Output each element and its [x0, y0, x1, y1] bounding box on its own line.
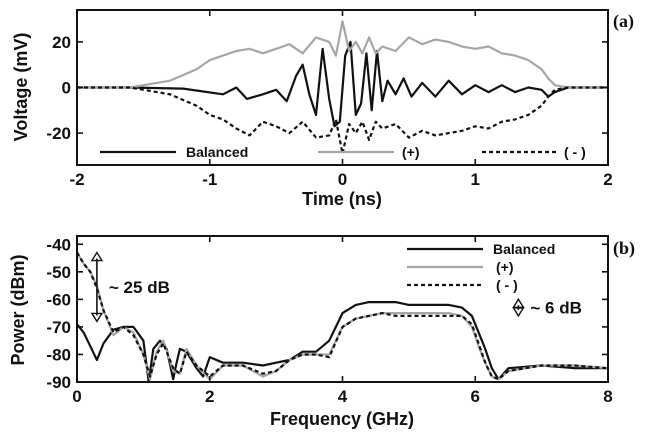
panel-b-label: (b) — [613, 238, 635, 259]
series-line-balanced — [77, 40, 608, 128]
panel-b-series-layer — [76, 251, 609, 384]
x-tick-label: 2 — [603, 170, 612, 189]
panel-a-series-layer — [77, 20, 608, 155]
panel-b-annotations: ~ 25 dB ~ 6 dB — [90, 251, 582, 323]
y-tick-label: -90 — [46, 373, 71, 392]
panel-a: -2 -1 0 1 2 -20 0 20 Balanced (+) ( - ) (a) Tim… — [11, 9, 634, 209]
x-tick-label: 4 — [338, 387, 348, 406]
panel-a-ylabel: Voltage (mV) — [11, 33, 31, 142]
x-tick-label: -2 — [69, 170, 84, 189]
y-tick-label: -70 — [46, 318, 71, 337]
annotation-label: ~ 25 dB — [109, 278, 170, 297]
y-tick-label: -50 — [46, 263, 71, 282]
x-tick-label: 0 — [72, 387, 81, 406]
annotation-label: ~ 6 dB — [530, 299, 582, 318]
panel-b: 0 2 4 6 8 -90 -80 -70 -60 -50 -40 Balanced (+) ( -… — [8, 235, 635, 429]
x-tick-label: 1 — [471, 170, 480, 189]
y-tick-label: -60 — [46, 290, 71, 309]
panel-a-label: (a) — [613, 11, 634, 32]
legend-label-balanced: Balanced — [186, 144, 248, 160]
x-tick-label: 2 — [205, 387, 214, 406]
panel-a-legend: Balanced (+) ( - ) — [100, 144, 586, 160]
panel-a-xlabel: Time (ns) — [302, 189, 382, 209]
x-tick-label: 6 — [471, 387, 480, 406]
y-tick-label: -80 — [46, 345, 71, 364]
series-line-plus — [77, 20, 608, 89]
legend-label-minus: ( - ) — [496, 277, 518, 293]
series-line-minus — [76, 251, 609, 381]
series-line-plus — [76, 251, 609, 381]
y-tick-label: -40 — [46, 235, 71, 254]
legend-label-plus: (+) — [496, 259, 514, 275]
legend-label-minus: ( - ) — [564, 144, 586, 160]
annotation-arrowhead-up — [90, 251, 104, 262]
annotation-arrowhead-down — [90, 312, 104, 323]
annotation-arrowhead-down — [512, 307, 525, 318]
panel-b-legend: Balanced (+) ( - ) — [407, 241, 555, 293]
panel-b-ticks: 0 2 4 6 8 -90 -80 -70 -60 -50 -40 — [46, 235, 612, 406]
panel-b-xlabel: Frequency (GHz) — [270, 409, 414, 429]
legend-label-balanced: Balanced — [493, 241, 555, 257]
legend-label-plus: (+) — [402, 144, 420, 160]
x-tick-label: 8 — [603, 387, 612, 406]
y-tick-label: 0 — [62, 79, 71, 98]
panel-b-ylabel: Power (dBm) — [8, 254, 28, 365]
series-line-minus — [77, 86, 608, 155]
panel-a-ticks: -2 -1 0 1 2 -20 0 20 — [46, 10, 613, 189]
y-tick-label: 20 — [52, 33, 71, 52]
y-tick-label: -20 — [46, 124, 71, 143]
x-tick-label: -1 — [202, 170, 217, 189]
x-tick-label: 0 — [338, 170, 347, 189]
series-line-balanced — [76, 301, 608, 384]
panel-b-frame — [76, 235, 609, 383]
